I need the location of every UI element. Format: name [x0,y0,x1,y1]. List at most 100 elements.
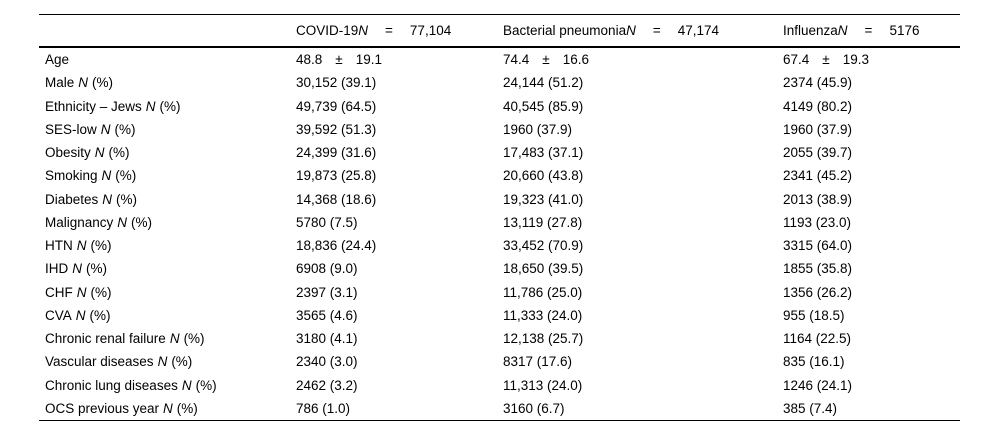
data-cell-n-percent: 6908 (9.0) [296,261,358,277]
row-label-text: SES-low [45,121,97,137]
data-cell-n-percent: 1960 (37.9) [783,121,853,137]
data-cell-n-percent: 24,144 (51.2) [503,75,584,91]
data-cell-n-percent: 955 (18.5) [783,307,845,323]
data-cell-n-percent: 3315 (64.0) [783,238,853,254]
sd-value: 19.3 [842,52,869,68]
row-label-text: HTN [45,238,73,254]
row-label-percent-sign: (%) [116,191,138,207]
row-label: HTN N (%) [39,238,296,253]
row-label-text: Ethnicity – Jews [45,98,142,114]
row-label-text: Chronic renal failure [45,331,166,347]
row-label-percent-sign: (%) [131,214,153,230]
patient-characteristics-table: COVID-19N = 77,104 Bacterial pneumoniaN = 47,… [39,14,960,421]
data-cell-n-percent: 3565 (4.6) [296,307,358,323]
table-body: Age 48.8 ±19.1 74.4 ±16.6 67.4 ±19.3 Male N (%) 30… [39,48,960,420]
row-label-percent-sign: (%) [86,261,107,277]
row-label-percent-sign: (%) [159,98,181,114]
column-n-symbol: N [358,23,369,38]
table-row-ocs-previous-year: OCS previous year N (%) 786 (1.0) 3160 (6.7)… [39,397,960,420]
row-label: CHF N (%) [39,285,296,300]
data-cell-n-percent: 19,873 (25.8) [296,168,377,184]
data-cell-n-percent: 14,368 (18.6) [296,191,377,207]
data-cell-n-percent: 18,650 (39.5) [503,261,584,277]
row-label-percent-sign: (%) [115,168,137,184]
data-cell-n-percent: 1246 (24.1) [783,377,853,393]
row-label-percent-sign: (%) [108,145,130,161]
row-label-n-symbol: N [102,191,113,207]
data-cell-n-percent: 49,739 (64.5) [296,98,377,114]
table-row-obesity: Obesity N (%) 24,399 (31.6) 17,483 (37.1) 205… [39,141,960,164]
column-header-covid-19: COVID-19N = 77,104 [296,23,503,38]
row-label-percent-sign: (%) [171,354,193,370]
column-disease-name: Bacterial pneumonia [503,23,627,38]
data-cell-n-percent: 2055 (39.7) [783,145,853,161]
row-label: Malignancy N (%) [39,215,296,230]
data-cell-n-percent: 20,660 (43.8) [503,168,584,184]
column-n-symbol: N [626,23,636,38]
column-n-count: 5176 [889,23,920,38]
row-label-percent-sign: (%) [183,331,205,347]
row-label-text: IHD [45,261,69,277]
data-cell-n-percent: 40,545 (85.9) [503,98,584,114]
mean-value: 48.8 [296,52,323,68]
column-equals-sign: = [652,23,661,38]
row-label-text: Male [45,75,75,91]
table-row-age: Age 48.8 ±19.1 74.4 ±16.6 67.4 ±19.3 [39,48,960,71]
row-label: Vascular diseases N (%) [39,354,296,369]
row-label-percent-sign: (%) [90,284,112,300]
column-n-count: 77,104 [409,23,452,38]
row-label-text: OCS previous year [45,400,160,416]
row-label-n-symbol: N [169,331,180,347]
column-equals-sign: = [864,23,873,38]
data-cell-n-percent: 18,836 (24.4) [296,238,377,254]
data-cell-n-percent: 39,592 (51.3) [296,121,377,137]
row-label-text: Obesity [45,145,91,161]
row-label-n-symbol: N [76,238,87,254]
sd-value: 16.6 [562,52,589,68]
table-row-chronic-lung-diseases: Chronic lung diseases N (%) 2462 (3.2) 11,31… [39,374,960,397]
row-label-percent-sign: (%) [89,307,111,323]
data-cell-n-percent: 30,152 (39.1) [296,75,377,91]
mean-value: 74.4 [503,52,530,68]
row-label-percent-sign: (%) [114,121,136,137]
row-label: Ethnicity – Jews N (%) [39,99,296,114]
row-label: Chronic renal failure N (%) [39,331,296,346]
plus-minus-sign: ± [822,52,830,68]
row-label: Male N (%) [39,75,296,90]
data-cell-n-percent: 12,138 (25.7) [503,331,584,347]
table-row-malignancy: Malignancy N (%) 5780 (7.5) 13,119 (27.8) 119… [39,211,960,234]
data-cell-n-percent: 2341 (45.2) [783,168,853,184]
table-row-ses-low: SES-low N (%) 39,592 (51.3) 1960 (37.9) 1960 … [39,118,960,141]
data-cell-n-percent: 4149 (80.2) [783,98,853,114]
data-cell-n-percent: 786 (1.0) [296,400,351,416]
plus-minus-sign: ± [542,52,550,68]
column-header-bacterial-pneumonia: Bacterial pneumoniaN = 47,174 [503,23,783,38]
data-cell-n-percent: 1193 (23.0) [783,214,852,230]
row-label: Obesity N (%) [39,145,296,160]
data-cell-n-percent: 2462 (3.2) [296,377,358,393]
row-label-n-symbol: N [145,98,156,114]
data-cell-n-percent: 1960 (37.9) [503,121,573,137]
data-cell-mean-sd: 67.4 ±19.3 [783,52,960,67]
row-label-percent-sign: (%) [195,377,217,393]
data-cell-n-percent: 13,119 (27.8) [503,214,583,230]
data-cell-mean-sd: 74.4 ±16.6 [503,52,783,67]
table-row-ethnicity-jews: Ethnicity – Jews N (%) 49,739 (64.5) 40,545 … [39,95,960,118]
data-cell-n-percent: 3180 (4.1) [296,331,358,347]
row-label: Age [39,52,296,67]
data-cell-n-percent: 11,333 (24.0) [503,307,583,323]
table-header-row: COVID-19N = 77,104 Bacterial pneumoniaN = 47,… [39,15,960,48]
row-label-n-symbol: N [157,354,168,370]
column-equals-sign: = [385,23,393,38]
data-cell-n-percent: 8317 (17.6) [503,354,573,370]
data-cell-n-percent: 11,786 (25.0) [503,284,583,300]
data-cell-n-percent: 33,452 (70.9) [503,238,584,254]
data-cell-n-percent: 2397 (3.1) [296,284,358,300]
row-label-text: Age [45,52,70,68]
table-row-cva: CVA N (%) 3565 (4.6) 11,333 (24.0) 955 (18.5) [39,304,960,327]
row-label: OCS previous year N (%) [39,401,296,416]
table-row-ihd: IHD N (%) 6908 (9.0) 18,650 (39.5) 1855 (35.8… [39,257,960,280]
table-row-vascular-diseases: Vascular diseases N (%) 2340 (3.0) 8317 (17.… [39,350,960,373]
row-label-text: Chronic lung diseases [45,377,178,393]
table-row-htn: HTN N (%) 18,836 (24.4) 33,452 (70.9) 3315 (6… [39,234,960,257]
